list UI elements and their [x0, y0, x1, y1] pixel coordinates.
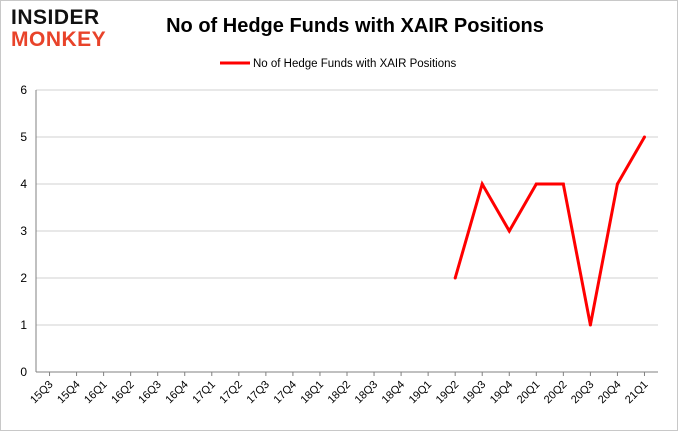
y-tick-label-1: 1 — [20, 318, 27, 332]
data-point-20Q2 — [561, 182, 565, 186]
x-tick-label-20Q4: 20Q4 — [596, 379, 624, 407]
x-tick-label-16Q2: 16Q2 — [109, 379, 137, 407]
logo-line-1: INSIDER — [11, 6, 100, 29]
x-tick-label-15Q4: 15Q4 — [55, 379, 83, 407]
x-tick-label-19Q1: 19Q1 — [407, 379, 435, 407]
x-tick-label-20Q3: 20Q3 — [569, 379, 597, 407]
data-point-20Q3 — [588, 323, 592, 327]
data-point-19Q4 — [507, 229, 511, 233]
x-tick-label-15Q3: 15Q3 — [28, 379, 56, 407]
series-line-0 — [453, 136, 646, 326]
data-point-20Q1 — [534, 182, 538, 186]
x-tick-label-16Q1: 16Q1 — [82, 379, 110, 407]
x-tick-label-17Q1: 17Q1 — [190, 379, 218, 407]
x-tick-label-20Q1: 20Q1 — [515, 379, 543, 407]
x-tick-label-18Q3: 18Q3 — [353, 379, 381, 407]
x-tick-label-19Q4: 19Q4 — [488, 379, 516, 407]
x-tick-label-17Q2: 17Q2 — [217, 379, 245, 407]
x-tick-label-17Q4: 17Q4 — [272, 379, 300, 407]
y-tick-label-0: 0 — [20, 365, 27, 379]
x-tick-label-21Q1: 21Q1 — [623, 379, 651, 407]
y-tick-label-5: 5 — [20, 130, 27, 144]
insider-monkey-logo: INSIDER MONKEY — [11, 7, 129, 50]
data-point-19Q3 — [480, 182, 484, 186]
y-tick-label-4: 4 — [20, 177, 27, 191]
data-point-20Q4 — [615, 182, 619, 186]
x-tick-label-18Q2: 18Q2 — [326, 379, 354, 407]
y-tick-label-3: 3 — [20, 224, 27, 238]
x-tick-label-19Q2: 19Q2 — [434, 379, 462, 407]
legend-label-0: No of Hedge Funds with XAIR Positions — [253, 58, 457, 70]
x-tick-label-19Q3: 19Q3 — [461, 379, 489, 407]
x-tick-label-20Q2: 20Q2 — [542, 379, 570, 407]
y-tick-label-2: 2 — [20, 271, 27, 285]
x-tick-label-17Q3: 17Q3 — [244, 379, 272, 407]
x-tick-label-16Q4: 16Q4 — [163, 379, 191, 407]
data-point-21Q1 — [642, 135, 646, 139]
chart-title: No of Hedge Funds with XAIR Positions — [166, 15, 544, 37]
y-tick-label-6: 6 — [20, 83, 27, 97]
x-tick-label-16Q3: 16Q3 — [136, 379, 164, 407]
logo-line-2: MONKEY — [11, 28, 107, 51]
x-tick-label-18Q1: 18Q1 — [299, 379, 327, 407]
data-point-19Q2 — [453, 276, 457, 280]
x-tick-label-18Q4: 18Q4 — [380, 379, 408, 407]
